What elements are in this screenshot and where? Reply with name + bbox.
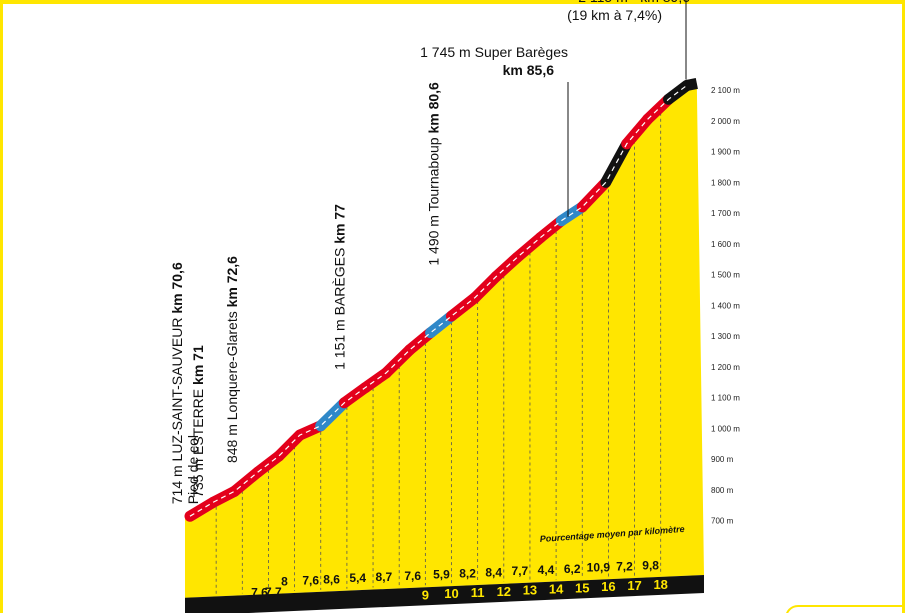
km-label: 17 bbox=[627, 578, 641, 593]
summit-segment bbox=[685, 78, 698, 91]
y-tick-label: 2 000 m bbox=[711, 117, 740, 126]
y-tick-label: 1 600 m bbox=[711, 240, 740, 249]
gradient-value: 10,9 bbox=[587, 561, 611, 575]
y-tick-label: 1 800 m bbox=[711, 178, 740, 187]
gradient-value: 8 bbox=[281, 574, 288, 588]
y-axis: 2 100 m 2 000 m 1 900 m 1 800 m 1 700 m 1 600… bbox=[711, 86, 740, 526]
km-label: 18 bbox=[653, 577, 667, 592]
y-tick-label: 900 m bbox=[711, 455, 734, 464]
km-label: 10 bbox=[444, 586, 458, 601]
y-tick-label: 1 400 m bbox=[711, 301, 740, 310]
gradient-value: 6,2 bbox=[564, 562, 581, 576]
waypoint-km: km 71 bbox=[190, 345, 206, 385]
km-guides-layer bbox=[215, 112, 662, 595]
waypoint-name: 848 m Lonquere-Glarets bbox=[224, 307, 240, 463]
y-tick-label: 1 100 m bbox=[711, 394, 740, 403]
waypoint-name: 1 490 m Tournaboup bbox=[426, 134, 442, 266]
waypoint-km: km 72,6 bbox=[224, 256, 240, 308]
gradient-value-partial: 7,7 bbox=[265, 585, 282, 599]
gradient-value: 8,2 bbox=[459, 566, 476, 580]
profile-area bbox=[185, 83, 704, 598]
waypoint-label: 1 151 m BARÈGES km 77 bbox=[331, 204, 347, 370]
waypoint-km: km 77 bbox=[331, 204, 347, 244]
gradient-value: 5,4 bbox=[349, 571, 366, 585]
gradient-value: 5,9 bbox=[433, 568, 450, 582]
waypoint-name: 735 m ESTERRE bbox=[190, 385, 206, 498]
km-label: 11 bbox=[471, 585, 485, 600]
gradient-value: 8,4 bbox=[485, 565, 502, 579]
waypoint-km: km 70,6 bbox=[169, 262, 185, 314]
waypoint-label: 735 m ESTERRE km 71 bbox=[190, 345, 206, 498]
road-centerline bbox=[189, 84, 688, 517]
frame-top bbox=[0, 0, 905, 4]
waypoint-label: 1 490 m Tournaboup km 80,6 bbox=[426, 82, 442, 266]
waypoint-km: km 80,6 bbox=[426, 82, 442, 134]
km-label: 12 bbox=[497, 584, 511, 599]
km-base-strip bbox=[185, 575, 704, 613]
frame-left bbox=[0, 0, 3, 613]
km-axis: 9 10 11 12 13 14 15 16 17 18 bbox=[422, 577, 668, 602]
y-tick-label: 1 200 m bbox=[711, 363, 740, 372]
y-tick-label: 1 900 m bbox=[711, 148, 740, 157]
km-label: 9 bbox=[422, 587, 429, 602]
y-tick-label: 1 700 m bbox=[711, 209, 740, 218]
gradient-value: 8,6 bbox=[323, 572, 340, 586]
superbareges-name: 1 745 m Super Barèges bbox=[420, 44, 568, 60]
corner-badge bbox=[786, 605, 905, 613]
y-tick-label: 700 m bbox=[711, 517, 734, 526]
frame-right bbox=[902, 0, 905, 613]
y-tick-label: 1 300 m bbox=[711, 332, 740, 341]
y-tick-label: 800 m bbox=[711, 486, 734, 495]
gradient-value: 8,7 bbox=[376, 570, 393, 584]
gradient-value: 7,7 bbox=[512, 564, 529, 578]
gradient-value: 7,6 bbox=[404, 569, 421, 583]
waypoint-name: 714 m LUZ-SAINT-SAUVEUR bbox=[169, 314, 185, 505]
km-label: 14 bbox=[549, 582, 564, 597]
superbareges-km: km 85,6 bbox=[503, 62, 555, 78]
gradient-value: 9,8 bbox=[642, 558, 659, 572]
road-layer bbox=[184, 78, 698, 522]
waypoint-label: 848 m Lonquere-Glarets km 72,6 bbox=[224, 256, 240, 463]
km-label: 13 bbox=[523, 583, 537, 598]
gradient-value-partial: 7,6 bbox=[251, 585, 268, 599]
gradient-value: 7,6 bbox=[302, 573, 319, 587]
y-tick-label: 1 000 m bbox=[711, 424, 740, 433]
km-label: 16 bbox=[601, 579, 615, 594]
waypoint-label: 714 m LUZ-SAINT-SAUVEUR km 70,6 bbox=[169, 262, 185, 504]
gradient-value: 4,4 bbox=[538, 563, 555, 577]
waypoint-note: Pied de col bbox=[185, 435, 201, 504]
km-label: 15 bbox=[575, 580, 589, 595]
summit-name: 2 115 m - km 89,6 bbox=[578, 0, 690, 5]
gradient-value: 7,2 bbox=[616, 559, 633, 573]
y-tick-label: 2 100 m bbox=[711, 86, 740, 95]
summit-note: (19 km à 7,4%) bbox=[567, 7, 662, 23]
waypoint-name: 1 151 m BARÈGES bbox=[331, 244, 347, 370]
y-tick-label: 1 500 m bbox=[711, 271, 740, 280]
